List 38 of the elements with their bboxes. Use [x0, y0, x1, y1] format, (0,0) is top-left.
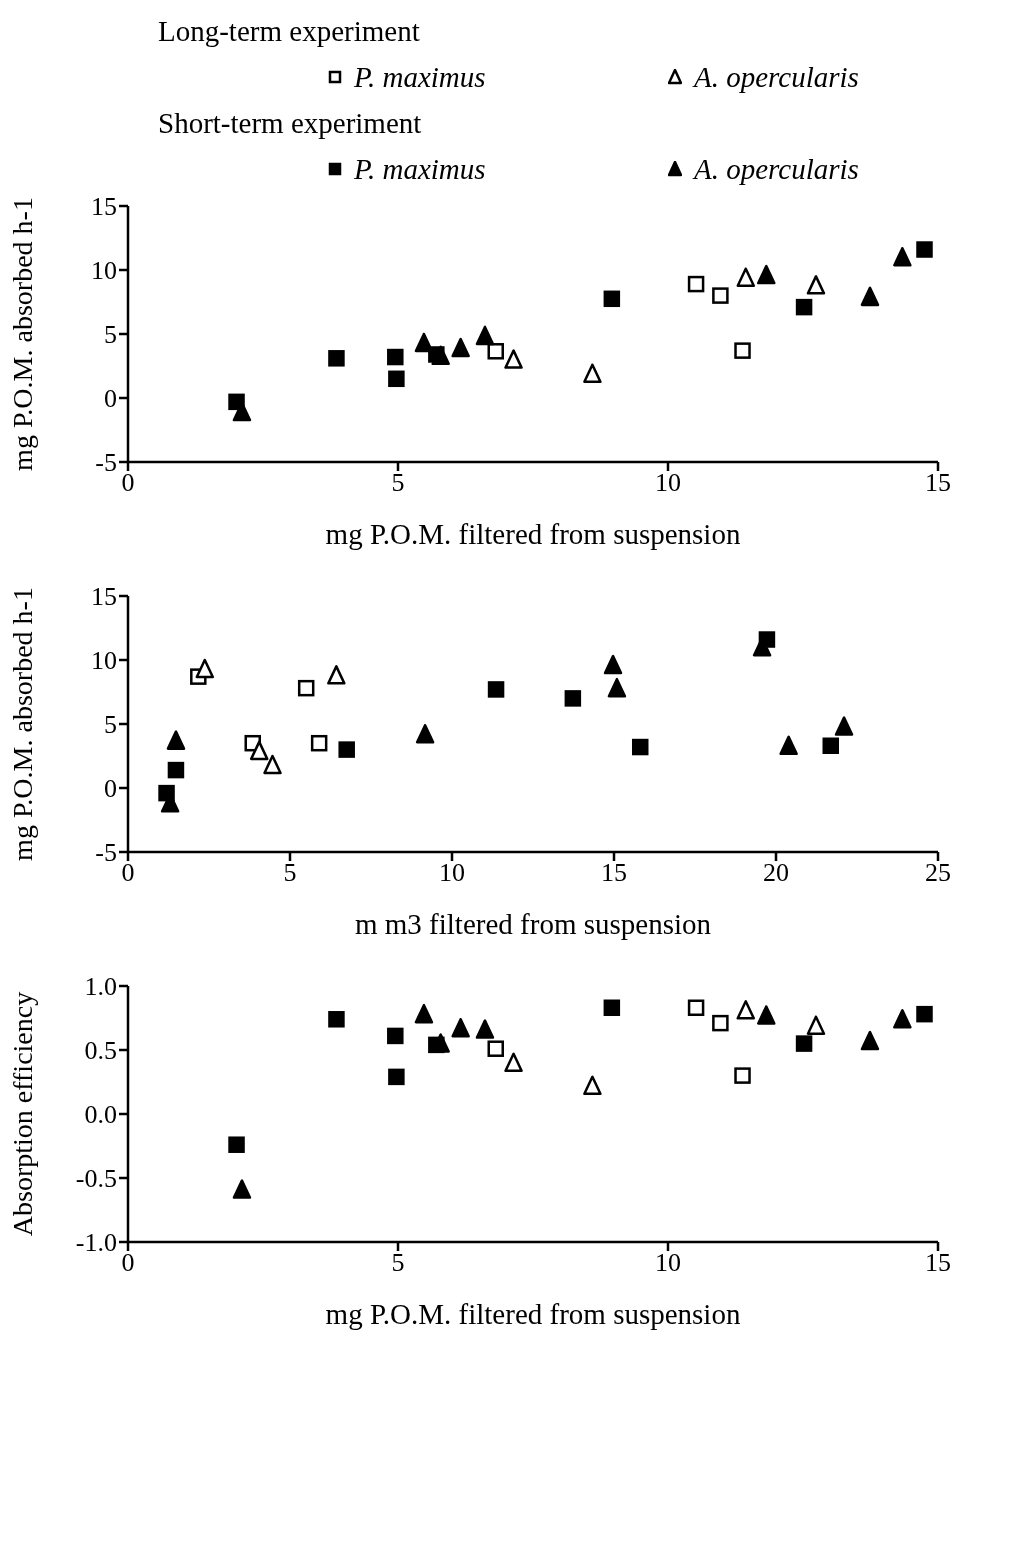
- x-axis-title: mg P.O.M. filtered from suspension: [325, 518, 741, 550]
- legend-label: A. opercularis: [694, 152, 859, 187]
- x-tick-label: 25: [925, 858, 951, 888]
- y-tick-label: -5: [95, 448, 117, 478]
- y-tick-label: 1.0: [84, 972, 117, 1002]
- x-tick-label: 20: [763, 858, 789, 888]
- y-tick-label: 0: [104, 774, 117, 804]
- y-axis-title: Absorption efficiency: [6, 991, 38, 1237]
- legend-label: P. maximus: [354, 60, 486, 95]
- y-tick-label: -0.5: [75, 1164, 117, 1194]
- y-tick-label: 15: [91, 582, 117, 612]
- x-axis-title: mg P.O.M. filtered from suspension: [325, 1298, 741, 1330]
- y-tick-label: 5: [104, 320, 117, 350]
- y-tick-label: 15: [91, 192, 117, 222]
- y-tick-label: 0: [104, 384, 117, 414]
- x-tick-label: 15: [925, 468, 951, 498]
- y-axis-title: mg P.O.M. absorbed h-1: [6, 197, 38, 471]
- legend-label: A. opercularis: [694, 60, 859, 95]
- x-tick-label: 10: [439, 858, 465, 888]
- x-tick-label: 5: [391, 1248, 405, 1278]
- y-tick-label: 0.5: [84, 1036, 117, 1066]
- y-tick-label: 5: [104, 710, 117, 740]
- y-tick-label: -5: [95, 838, 117, 868]
- text: Long-term experiment: [158, 14, 421, 49]
- x-axis-title: m m3 filtered from suspension: [354, 908, 712, 940]
- x-tick-label: 5: [283, 858, 297, 888]
- legend-label: P. maximus: [354, 152, 486, 187]
- x-tick-label: 10: [655, 468, 681, 498]
- y-tick-label: 0.0: [84, 1100, 117, 1130]
- y-tick-label: 10: [91, 646, 117, 676]
- x-tick-label: 10: [655, 1248, 681, 1278]
- x-tick-label: 15: [925, 1248, 951, 1278]
- y-tick-label: -1.0: [75, 1228, 117, 1258]
- y-axis-title: mg P.O.M. absorbed h-1: [6, 587, 38, 861]
- text: Short-term experiment: [158, 106, 423, 141]
- x-tick-label: 5: [391, 468, 405, 498]
- y-tick-label: 10: [91, 256, 117, 286]
- x-tick-label: 15: [601, 858, 627, 888]
